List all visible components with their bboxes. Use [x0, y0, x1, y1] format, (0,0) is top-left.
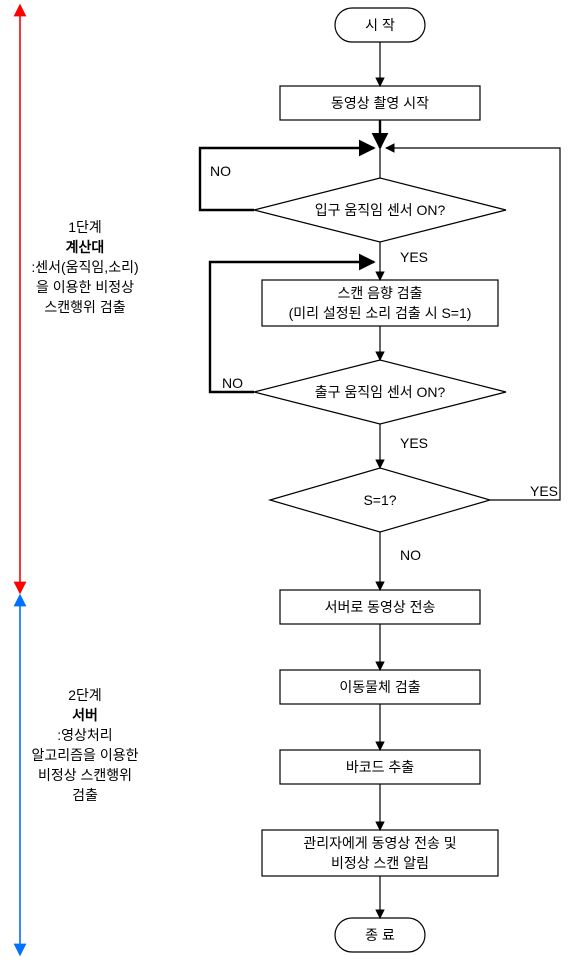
svg-text:계산대: 계산대 — [66, 239, 105, 255]
node-detect-obj: 이동물체 검출 — [280, 670, 480, 704]
label-exit-no: NO — [222, 375, 243, 391]
svg-text:서버로 동영상 전송: 서버로 동영상 전송 — [325, 599, 436, 615]
svg-text:비정상 스캔행위: 비정상 스캔행위 — [38, 767, 132, 783]
label-entry-yes: YES — [400, 249, 428, 265]
label-s-no: NO — [400, 547, 421, 563]
svg-text:검출: 검출 — [72, 787, 98, 803]
svg-text:바코드 추출: 바코드 추출 — [346, 759, 414, 775]
node-rec-start: 동영상 촬영 시작 — [280, 86, 480, 120]
stage2-label: 2단계 서버 :영상처리 알고리즘을 이용한 비정상 스캔행위 검출 — [32, 687, 139, 803]
svg-text:S=1?: S=1? — [363, 492, 396, 508]
node-s-eq-1: S=1? — [270, 468, 490, 532]
svg-text:1단계: 1단계 — [68, 219, 102, 235]
node-start: 시 작 — [335, 8, 425, 42]
svg-text:비정상 스캔 알림: 비정상 스캔 알림 — [331, 855, 429, 871]
node-end: 종 료 — [335, 918, 425, 952]
svg-text:시 작: 시 작 — [365, 17, 395, 33]
label-entry-no: NO — [210, 163, 231, 179]
svg-text:을 이용한 비정상: 을 이용한 비정상 — [36, 279, 134, 295]
svg-text:종 료: 종 료 — [365, 927, 395, 943]
stage1-label: 1단계 계산대 :센서(움직임,소리) 을 이용한 비정상 스캔행위 검출 — [31, 219, 138, 315]
svg-text:스캔행위 검출: 스캔행위 검출 — [44, 299, 125, 315]
node-barcode: 바코드 추출 — [280, 750, 480, 784]
label-s-yes: YES — [530, 483, 558, 499]
node-notify: 관리자에게 동영상 전송 및 비정상 스캔 알림 — [262, 830, 498, 876]
svg-text:동영상 촬영 시작: 동영상 촬영 시작 — [331, 95, 429, 111]
node-send-video: 서버로 동영상 전송 — [280, 590, 480, 624]
svg-text:출구 움직임 센서 ON?: 출구 움직임 센서 ON? — [315, 384, 446, 400]
svg-text::센서(움직임,소리): :센서(움직임,소리) — [31, 259, 138, 275]
svg-text:서버: 서버 — [72, 707, 98, 723]
svg-text:이동물체 검출: 이동물체 검출 — [339, 679, 420, 695]
svg-text:관리자에게 동영상 전송 및: 관리자에게 동영상 전송 및 — [303, 835, 456, 851]
svg-text:2단계: 2단계 — [68, 687, 102, 703]
node-scan-sound: 스캔 음향 검출 (미리 설정된 소리 검출 시 S=1) — [262, 280, 498, 326]
svg-text::영상처리: :영상처리 — [57, 727, 112, 743]
node-entry-sensor: 입구 움직임 센서 ON? — [254, 178, 506, 242]
label-exit-yes: YES — [400, 435, 428, 451]
svg-text:(미리 설정된 소리 검출 시 S=1): (미리 설정된 소리 검출 시 S=1) — [289, 305, 472, 321]
svg-text:알고리즘을 이용한: 알고리즘을 이용한 — [32, 747, 139, 763]
svg-text:스캔 음향 검출: 스캔 음향 검출 — [337, 285, 422, 301]
svg-text:입구 움직임 센서 ON?: 입구 움직임 센서 ON? — [315, 202, 446, 218]
node-exit-sensor: 출구 움직임 센서 ON? — [254, 360, 506, 424]
flowchart: 1단계 계산대 :센서(움직임,소리) 을 이용한 비정상 스캔행위 검출 2단… — [0, 0, 586, 964]
